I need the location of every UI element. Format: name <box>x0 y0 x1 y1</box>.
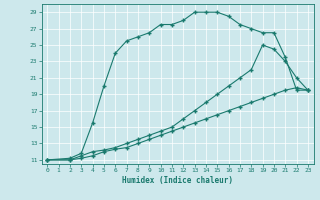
X-axis label: Humidex (Indice chaleur): Humidex (Indice chaleur) <box>122 176 233 185</box>
